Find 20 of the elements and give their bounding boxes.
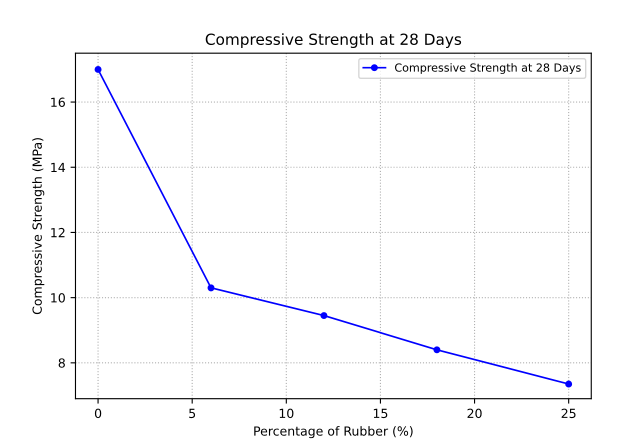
legend-label: Compressive Strength at 28 Days	[395, 63, 581, 74]
y-tick-label: 8	[58, 358, 65, 368]
y-tick-label: 12	[51, 228, 65, 238]
chart-title: Compressive Strength at 28 Days	[206, 33, 462, 48]
x-tick-label: 20	[468, 408, 482, 418]
y-tick-label: 16	[51, 98, 65, 107]
x-tick-label: 0	[94, 408, 102, 418]
point	[94, 66, 102, 73]
y-tick-label: 14	[51, 162, 66, 172]
point	[433, 346, 440, 354]
x-tick-label: 5	[189, 408, 196, 418]
y-tick-label: 10	[51, 293, 65, 303]
x-tick-label: 25	[562, 408, 576, 418]
point	[565, 380, 572, 388]
point	[320, 312, 328, 320]
x-axis-title: Percentage of Rubber (%)	[254, 426, 413, 438]
x-tick-label: 15	[374, 408, 388, 418]
y-axis-title: Compressive Strength (MPa)	[32, 138, 44, 314]
x-tick-label: 10	[280, 408, 294, 418]
point	[208, 284, 214, 292]
